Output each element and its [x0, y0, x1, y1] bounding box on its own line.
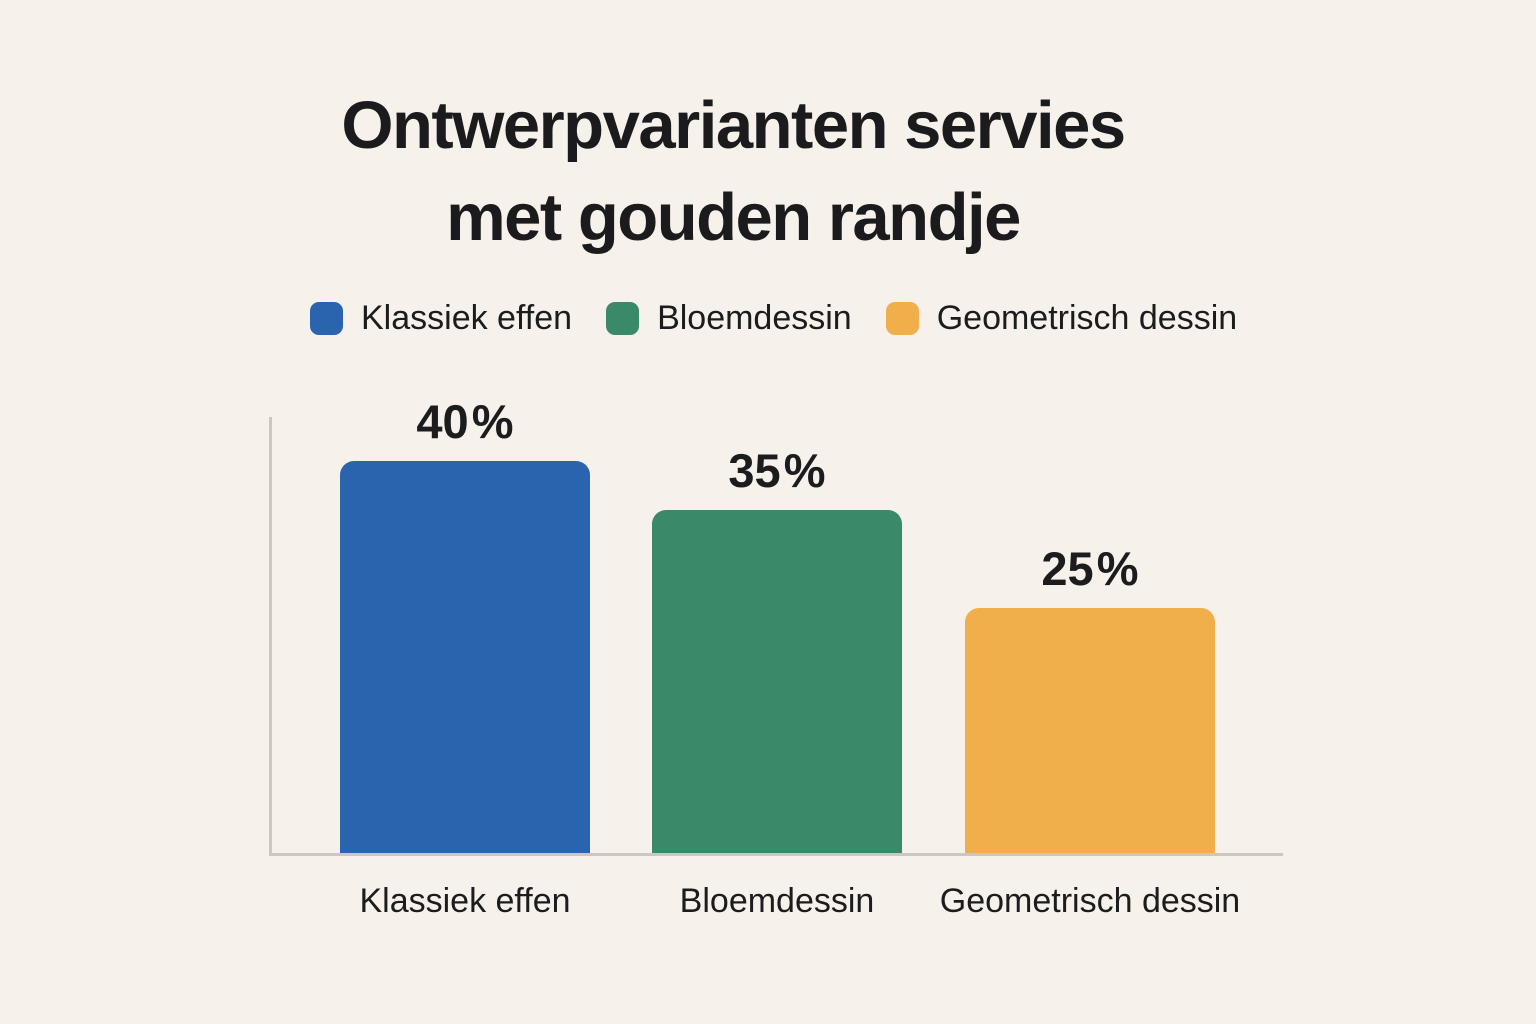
legend-label: Geometrisch dessin — [936, 299, 1238, 337]
bar-bloemdessin — [652, 510, 902, 853]
x-axis-line — [269, 853, 1283, 856]
bar-value-label: 35 % — [728, 444, 826, 497]
bar-group-klassiek-effen: 40 % — [340, 394, 590, 853]
legend-item-klassiek-effen: Klassiek effen — [310, 299, 572, 338]
legend-label: Bloemdessin — [657, 299, 852, 337]
bar-value-label: 25 % — [1041, 542, 1139, 595]
legend-swatch-blue-icon — [310, 302, 343, 335]
bar-group-geometrisch-dessin: 25 % — [965, 541, 1215, 853]
legend-item-geometrisch-dessin: Geometrisch dessin — [885, 299, 1238, 338]
bar-group-bloemdessin: 35 % — [652, 443, 902, 853]
legend-swatch-green-icon — [606, 302, 640, 335]
legend-swatch-yellow-icon — [885, 302, 919, 335]
chart-title: Ontwerpvarianten servies met gouden rand… — [0, 80, 1466, 264]
x-tick-klassiek-effen: Klassiek effen — [359, 882, 571, 920]
chart-title-line1: Ontwerpvarianten servies — [341, 88, 1126, 163]
bar-geometrisch-dessin — [965, 608, 1215, 853]
x-tick-bloemdessin: Bloemdessin — [679, 882, 875, 920]
bar-value-label: 40 % — [416, 395, 514, 448]
x-tick-geometrisch-dessin: Geometrisch dessin — [939, 882, 1241, 920]
legend-item-bloemdessin: Bloemdessin — [606, 299, 852, 338]
chart-title-line2: met gouden randje — [446, 179, 1021, 255]
legend-label: Klassiek effen — [361, 299, 573, 337]
legend: Klassiek effen Bloemdessin Geometrisch d… — [310, 299, 1237, 338]
bar-klassiek-effen — [340, 461, 590, 853]
y-axis-line — [269, 417, 272, 856]
